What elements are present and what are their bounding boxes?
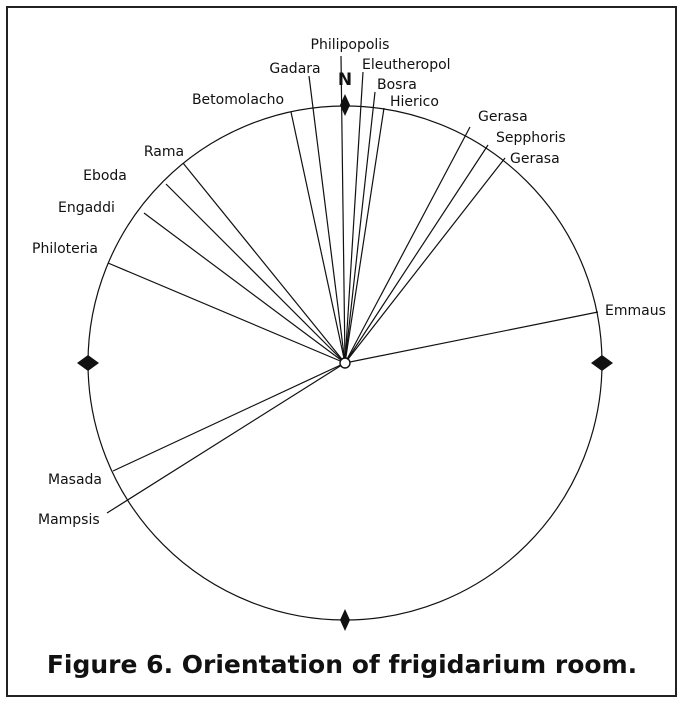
site-label: Mampsis [38, 512, 100, 528]
caption: Figure 6. Orientation of frigidarium roo… [47, 650, 637, 679]
ray [344, 71, 364, 364]
site-label: Betomolacho [192, 92, 284, 108]
site-label: Bosra [377, 77, 417, 93]
rays [106, 55, 599, 514]
site-label: Eleutheropol [362, 57, 451, 73]
ray [107, 262, 346, 364]
site-label: Gerasa [510, 151, 560, 167]
ray [344, 157, 506, 364]
site-label: Sepphoris [496, 130, 566, 146]
site-label: Philipopolis [311, 37, 390, 53]
site-label: Gadara [269, 61, 320, 77]
site-label: Gerasa [478, 109, 528, 125]
ray [106, 362, 346, 514]
ray [344, 144, 489, 364]
site-label: Rama [144, 144, 184, 160]
north-label: N [338, 70, 352, 90]
center [339, 357, 351, 369]
ray [344, 126, 471, 364]
ray [344, 311, 599, 364]
ray [290, 111, 346, 364]
site-label: Engaddi [58, 200, 115, 216]
ray [165, 183, 346, 364]
site-label: Masada [48, 472, 102, 488]
site-label: Eboda [83, 168, 127, 184]
ray [344, 91, 376, 364]
ray [308, 75, 346, 364]
site-label: Philoteria [32, 241, 98, 257]
site-label: Hierico [390, 94, 439, 110]
site-label: Emmaus [605, 303, 666, 319]
ray [182, 162, 346, 364]
ray [344, 107, 385, 364]
ray [143, 212, 346, 364]
ray [112, 362, 346, 472]
